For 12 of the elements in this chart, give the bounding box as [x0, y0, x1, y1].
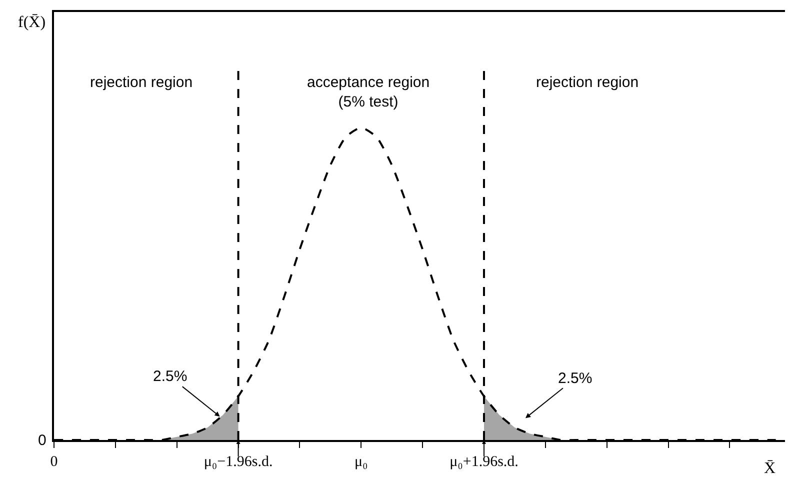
annotation: 2.5%: [558, 370, 592, 387]
x-tick-label: μ₀: [354, 454, 368, 470]
text: 0: [38, 432, 46, 449]
x-axis-title: X̄: [764, 460, 776, 477]
x-tick-label: μ₀−1.96s.d.: [204, 454, 273, 470]
text: rejection region: [90, 74, 193, 91]
text: acceptance region (5% test): [307, 74, 430, 110]
text: rejection region: [536, 74, 639, 91]
text: f(X̄): [18, 14, 46, 31]
x-tick-label: μ₀+1.96s.d.: [450, 454, 518, 470]
annotation: 2.5%: [153, 368, 188, 385]
x-tick-label: 0: [50, 454, 58, 470]
